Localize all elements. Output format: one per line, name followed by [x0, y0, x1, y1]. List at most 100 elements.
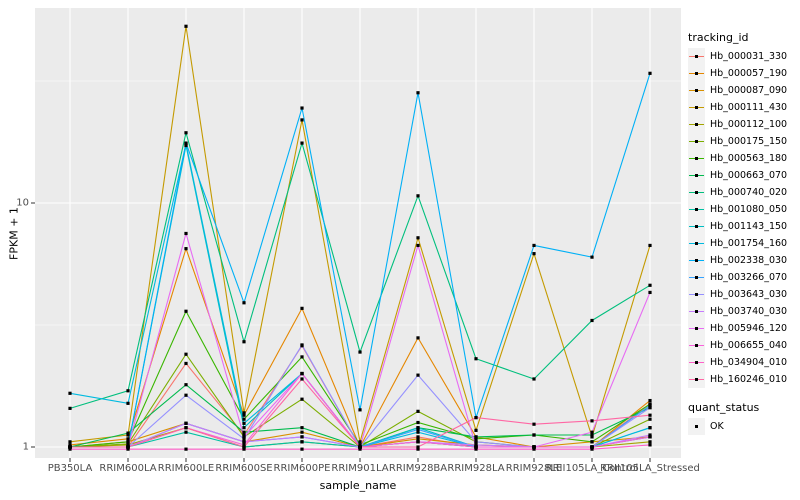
legend-key-box: [688, 116, 705, 133]
point-marker-icon: [695, 157, 698, 160]
point-marker-icon: [695, 55, 698, 58]
legend-entry: Hb_000087_090: [688, 82, 798, 99]
point-marker-icon: [695, 89, 698, 92]
legend-entry-quant-ok: OK: [688, 418, 798, 435]
legend-entry: Hb_034904_010: [688, 354, 798, 371]
legend-key-box: [688, 201, 705, 218]
legend-key-box: [688, 65, 705, 82]
legend-entry-label: Hb_000175_150: [710, 136, 788, 147]
legend-entry: Hb_003266_070: [688, 269, 798, 286]
x-axis-title: sample_name: [319, 479, 397, 492]
x-tick-label: RRIM600PE: [273, 463, 331, 474]
y-tick-label: 10: [16, 197, 29, 209]
legend-entry: Hb_005946_120: [688, 320, 798, 337]
legend-entry: Hb_006655_040: [688, 337, 798, 354]
legend-key-box: [688, 48, 705, 65]
x-tick-label: RRIM928BA: [388, 463, 448, 474]
legend-entry: Hb_003643_030: [688, 286, 798, 303]
legend-title-tracking-id: tracking_id: [688, 31, 749, 44]
legend-entry: Hb_002338_030: [688, 252, 798, 269]
point-marker-icon: [695, 425, 698, 428]
legend-entry-label: Hb_000087_090: [710, 85, 788, 96]
x-tick-label: RRIM600LA: [99, 463, 157, 474]
x-tick-label: RRIM600LE: [157, 463, 215, 474]
series-points-Hb_000740_020: [68, 131, 652, 410]
legend-entry-label: Hb_003740_030: [710, 306, 788, 317]
point-marker-icon: [695, 344, 698, 347]
legend-entry-label: Hb_001143_150: [710, 221, 788, 232]
legend-entry: Hb_001754_160: [688, 235, 798, 252]
legend-key-box: [688, 418, 705, 435]
legend-entry: Hb_001143_150: [688, 218, 798, 235]
legend-key-box: [688, 184, 705, 201]
legend-entry-label: Hb_160246_010: [710, 374, 788, 385]
legend-entry-label: Hb_002338_030: [710, 255, 788, 266]
legend-key-box: [688, 354, 705, 371]
y-tick-label: 1: [22, 441, 29, 453]
point-marker-icon: [695, 276, 698, 279]
legend-entry-label: Hb_000057_190: [710, 68, 788, 79]
legend-key-box: [688, 286, 705, 303]
legend-key-box: [688, 269, 705, 286]
point-marker-icon: [695, 225, 698, 228]
point-marker-icon: [695, 310, 698, 313]
legend-entries: Hb_000031_330 Hb_000057_190 Hb_000087_090 H…: [688, 48, 798, 388]
series-points-Hb_034904_010: [68, 443, 652, 451]
x-tick-label: RRII105LA_Control: [545, 463, 639, 474]
legend-entry-label: Hb_003643_030: [710, 289, 788, 300]
legend: tracking_id Hb_000031_330 Hb_000057_190 Hb…: [688, 31, 798, 435]
point-marker-icon: [695, 208, 698, 211]
legend-key-box: [688, 99, 705, 116]
legend-entry-label: Hb_000563_180: [710, 153, 788, 164]
legend-key-box: [688, 133, 705, 150]
legend-entry-label: Hb_000111_430: [710, 102, 788, 113]
legend-entry-label: Hb_003266_070: [710, 272, 788, 283]
x-tick-label: RRIM901LA: [331, 463, 389, 474]
point-marker-icon: [695, 191, 698, 194]
legend-key-box: [688, 320, 705, 337]
legend-entry-label: Hb_006655_040: [710, 340, 788, 351]
point-marker-icon: [695, 327, 698, 330]
legend-entry-label: Hb_001754_160: [710, 238, 788, 249]
point-marker-icon: [695, 259, 698, 262]
point-marker-icon: [695, 378, 698, 381]
legend-entry-label: Hb_000663_070: [710, 170, 788, 181]
point-marker-icon: [695, 123, 698, 126]
x-tick-label: RRIM928LA: [447, 463, 505, 474]
legend-entry-label: Hb_005946_120: [710, 323, 788, 334]
panel-background: [35, 8, 681, 458]
point-marker-icon: [695, 140, 698, 143]
legend-entry: Hb_160246_010: [688, 371, 798, 388]
x-tick-label: RRIM600SE: [215, 463, 273, 474]
legend-key-box: [688, 235, 705, 252]
x-tick-label: RRIM928LE: [505, 463, 563, 474]
point-marker-icon: [695, 361, 698, 364]
legend-key-box: [688, 303, 705, 320]
legend-entry: Hb_000740_020: [688, 184, 798, 201]
legend-entry: Hb_003740_030: [688, 303, 798, 320]
legend-entry-label: OK: [710, 421, 724, 432]
x-tick-label: RRII105LA_Stressed: [600, 463, 700, 474]
legend-entry-label: Hb_034904_010: [710, 357, 788, 368]
legend-entry: Hb_000663_070: [688, 167, 798, 184]
legend-entry-label: Hb_000740_020: [710, 187, 788, 198]
legend-key-box: [688, 371, 705, 388]
point-marker-icon: [695, 72, 698, 75]
series-points-Hb_000111_430: [68, 24, 652, 444]
legend-entry-label: Hb_000031_330: [710, 51, 788, 62]
legend-key-box: [688, 252, 705, 269]
legend-entry: Hb_000563_180: [688, 150, 798, 167]
legend-title-quant-status: quant_status: [688, 401, 760, 414]
legend-entry: Hb_000057_190: [688, 65, 798, 82]
point-marker-icon: [695, 293, 698, 296]
legend-entry-label: Hb_001080_050: [710, 204, 788, 215]
legend-key-box: [688, 218, 705, 235]
legend-entry: Hb_000111_430: [688, 99, 798, 116]
y-axis-title: FPKM + 1: [7, 207, 21, 260]
point-marker-icon: [695, 242, 698, 245]
series-points-Hb_160246_010: [68, 377, 652, 449]
legend-entry: Hb_001080_050: [688, 201, 798, 218]
legend-entry: Hb_000175_150: [688, 133, 798, 150]
legend-key-box: [688, 82, 705, 99]
